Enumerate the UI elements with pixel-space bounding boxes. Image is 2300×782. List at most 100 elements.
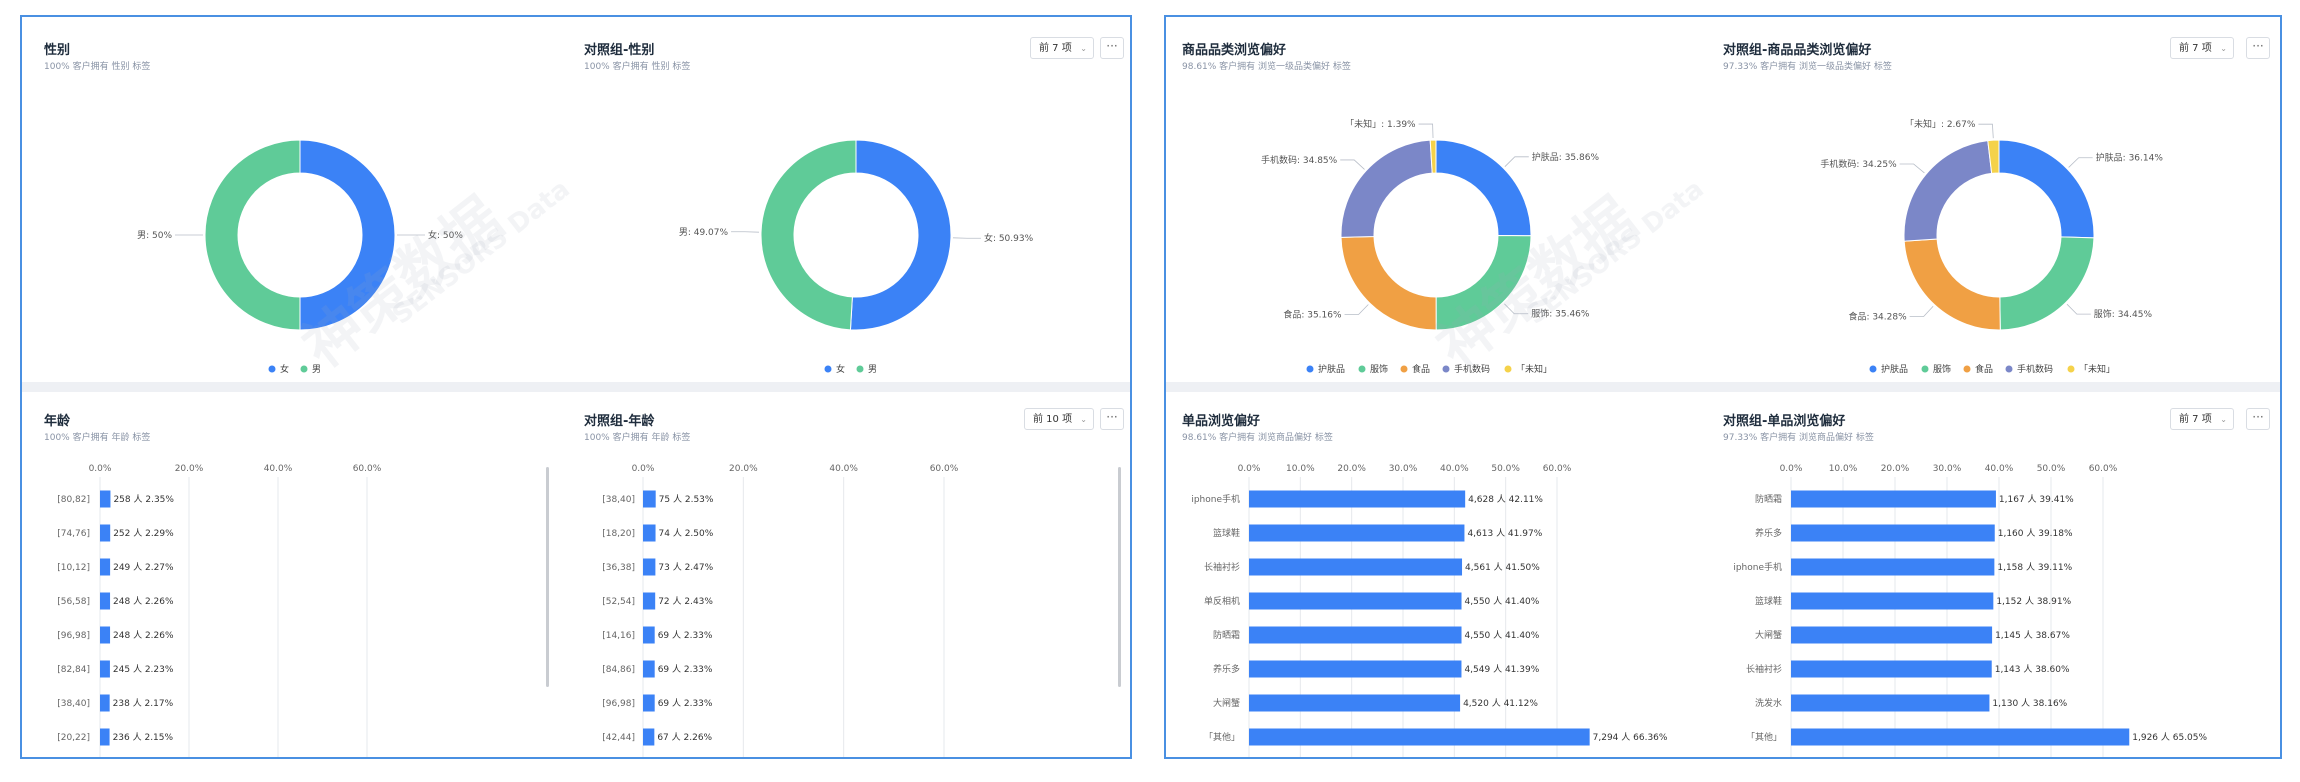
category-label: [36,38] [602,563,635,573]
legend-dot [300,365,308,373]
axis-tick-label: 10.0% [1829,464,1858,474]
category-label: 「其他」 [1746,731,1782,743]
bar-value-label: 75 人 2.53% [659,494,714,505]
bar-value-label: 238 人 2.17% [113,698,174,709]
legend-dot [2005,365,2013,373]
bar [643,626,655,644]
category-label: [74,76] [57,529,90,539]
gender-donut-chart: 女: 50% 男: 50% 女 男 [137,139,463,375]
pie-slice [1429,139,1437,174]
bar [1791,524,1995,542]
ctrl-age-bar-chart: 0.0% 20.0% 40.0% 60.0% [38,40] 75 人 2.53% [18,… [602,464,959,757]
bar-value-label: 1,130 人 38.16% [1992,698,2067,709]
axis-tick-label: 20.0% [1881,464,1910,474]
bar-value-label: 4,520 人 41.12% [1463,698,1538,709]
more-options-button[interactable]: ··· [1100,37,1124,59]
bar [1249,490,1466,508]
bar-value-label: 1,160 人 39.18% [1998,528,2073,539]
category-label: [84,86] [602,665,635,675]
legend-label: 护肤品 [1318,363,1345,375]
ctrl-category-subtitle: 97.33% 客户拥有 浏览一级品类偏好 标签 [1723,62,1892,72]
leader-line [1504,156,1529,167]
legend-label: 男 [312,364,321,375]
legend-dot [856,365,864,373]
bar-value-label: 4,628 人 42.11% [1468,494,1543,505]
category-title: 商品品类浏览偏好 [1182,43,1287,58]
legend-dot [1963,365,1971,373]
more-options-button[interactable]: ··· [2246,408,2270,430]
bar [1249,524,1465,542]
category-label: [42,44] [602,733,635,743]
legend-dot [1306,365,1314,373]
bar [1791,592,1994,610]
left-dashboard-panel: 性别 100% 客户拥有 性别 标签 女: 50% 男: 50% 女 男 对照组-性别… [20,15,1132,759]
gender-title: 性别 [44,43,71,58]
top-n-select[interactable]: 前 7 项 ⌄ [1030,37,1094,59]
bar-value-label: 4,561 人 41.50% [1465,562,1540,573]
legend-label: 食品 [1975,363,1993,375]
category-label: [52,54] [602,597,635,607]
category-label: 单反相机 [1204,595,1240,607]
category-subtitle: 98.61% 客户拥有 浏览一级品类偏好 标签 [1182,62,1351,72]
bar-value-label: 1,145 人 38.67% [1995,630,2070,641]
bar-value-label: 236 人 2.15% [113,732,174,743]
slice-label: 男: 50% [137,230,172,241]
top-n-select[interactable]: 前 7 项 ⌄ [2170,408,2234,430]
category-label: 「其他」 [1204,731,1240,743]
slice-label: 「未知」: 1.39% [1345,118,1416,130]
pie-slice [204,139,301,331]
bar [643,592,656,610]
axis-tick-label: 30.0% [1389,464,1418,474]
bar-value-label: 69 人 2.33% [658,630,713,641]
bar-value-label: 73 人 2.47% [658,562,713,573]
scrollbar[interactable] [1118,467,1121,687]
more-options-button[interactable]: ··· [1100,408,1124,430]
slice-label: 手机数码: 34.85% [1261,154,1338,166]
more-options-button[interactable]: ··· [2246,37,2270,59]
legend-label: 食品 [1412,363,1430,375]
slice-label: 护肤品: 35.86% [1532,151,1600,163]
bar [643,558,656,576]
category-label: 大闸蟹 [1213,697,1240,709]
pie-slice [1340,236,1437,331]
axis-tick-label: 10.0% [1286,464,1315,474]
ctrl-age-subtitle: 100% 客户拥有 年龄 标签 [584,433,691,443]
scrollbar[interactable] [546,467,549,687]
category-label: [20,22] [57,733,90,743]
bar [1249,626,1462,644]
axis-tick-label: 0.0% [632,464,655,474]
top-n-select[interactable]: 前 10 项 ⌄ [1024,408,1094,430]
chevron-down-icon: ⌄ [2220,415,2227,424]
bar [100,558,111,576]
bar-value-label: 1,167 人 39.41% [1999,494,2074,505]
category-label: iphone手机 [1191,493,1240,505]
bar-value-label: 4,550 人 41.40% [1465,596,1540,607]
slice-label: 女: 50% [428,229,463,241]
top-n-select[interactable]: 前 7 项 ⌄ [2170,37,2234,59]
bar [1791,694,1990,712]
bar [1791,558,1995,576]
bar-value-label: 4,550 人 41.40% [1465,630,1540,641]
axis-tick-label: 60.0% [930,464,959,474]
axis-tick-label: 60.0% [2089,464,2118,474]
category-label: [82,84] [57,665,90,675]
leader-line [1418,123,1434,139]
slice-label: 护肤品: 36.14% [2096,152,2164,164]
category-label: 篮球鞋 [1213,527,1240,539]
axis-tick-label: 20.0% [729,464,758,474]
bar-value-label: 72 人 2.43% [658,596,713,607]
axis-tick-label: 40.0% [1985,464,2014,474]
axis-tick-label: 0.0% [89,464,112,474]
bar-value-label: 252 人 2.29% [113,528,174,539]
bar-value-label: 248 人 2.26% [113,630,174,641]
bar-value-label: 248 人 2.26% [113,596,174,607]
legend-dot [1921,365,1929,373]
bar [1791,490,1996,508]
slice-label: 服饰: 35.46% [1531,308,1590,320]
ctrl-category-donut-chart: 护肤品: 36.14% 服饰: 34.45% 食品: 34.28% 手机数码: 34.… [1820,118,2164,375]
bar-value-label: 69 人 2.33% [658,698,713,709]
legend-label: 女 [836,363,845,375]
category-label: 防晒霜 [1213,629,1240,641]
category-label: 防晒霜 [1755,493,1782,505]
category-label: [80,82] [57,495,90,505]
